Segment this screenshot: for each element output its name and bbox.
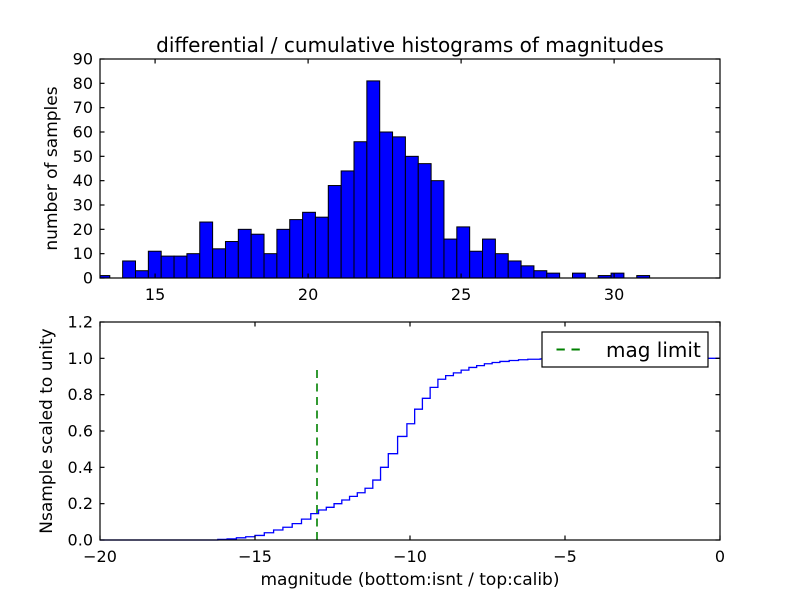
histogram-bar	[134, 270, 149, 279]
figure-title: differential / cumulative histograms of …	[156, 33, 664, 57]
bottom-y-axis-label: Nsample scaled to unity	[37, 328, 57, 533]
histogram-bar	[443, 238, 458, 279]
y-tick-label: 20	[73, 220, 93, 239]
x-tick-label: 30	[604, 285, 624, 304]
histogram-bar	[302, 211, 316, 279]
axes-frame	[99, 58, 721, 279]
bottom-axes-ticks	[99, 321, 721, 541]
histogram-bar	[469, 250, 484, 279]
histogram-bar	[289, 219, 304, 279]
y-tick-label: 70	[73, 98, 93, 117]
histogram-bar	[507, 260, 522, 279]
top-axes-frame	[99, 58, 721, 279]
y-tick-label: 50	[73, 147, 93, 166]
top-subplot: 15 20 25 30 0 10 20 30 40 50 60 70 80 90 number of sa…	[42, 50, 721, 305]
y-tick-label: 90	[73, 50, 93, 69]
histogram-bar	[533, 270, 548, 279]
y-tick-label: 1.0	[68, 349, 93, 368]
legend-label: mag limit	[606, 338, 701, 362]
histogram-bar	[160, 255, 175, 279]
histogram-bar	[392, 136, 406, 279]
x-tick-label: 0	[715, 547, 725, 566]
y-tick-label: 30	[73, 196, 93, 215]
histogram-bar	[482, 238, 496, 279]
histogram-bar	[327, 185, 342, 279]
histogram-bar	[379, 131, 394, 279]
histogram-bar	[250, 233, 265, 279]
y-tick-label: 10	[73, 244, 93, 263]
histogram-bar	[237, 228, 252, 279]
histogram-bar	[263, 253, 278, 279]
x-tick-label: 15	[145, 285, 165, 304]
top-histogram-bars	[99, 80, 651, 279]
histogram-bar	[224, 241, 239, 279]
histogram-bar	[546, 272, 561, 279]
y-tick-label: 0.8	[68, 385, 93, 404]
histogram-bar	[212, 248, 226, 279]
histogram-bar	[520, 265, 535, 279]
y-tick-label: 0.2	[68, 494, 93, 513]
y-tick-label: 40	[73, 171, 93, 190]
top-axes-tick-labels: 15 20 25 30 0 10 20 30 40 50 60 70 80 90	[73, 50, 625, 305]
histogram-bar	[276, 228, 291, 279]
histogram-bar	[610, 272, 625, 279]
legend-box	[541, 331, 709, 368]
x-tick-label: −20	[83, 547, 117, 566]
cumulative-step-curve	[100, 357, 720, 541]
top-axes-ticks	[100, 58, 720, 279]
histogram-bar	[494, 253, 509, 279]
x-tick-label: −15	[238, 547, 272, 566]
y-tick-label: 80	[73, 74, 93, 93]
bottom-subplot: −20 −15 −10 −5 0 0.0 0.2 0.4 0.6 0.8 1.0 1.2 Nsampl…	[37, 313, 725, 591]
histogram-bar	[430, 180, 445, 279]
histogram-bar	[353, 141, 368, 279]
y-tick-label: 0.6	[68, 422, 93, 441]
x-axis-label: magnitude (bottom:isnt / top:calib)	[261, 570, 560, 590]
y-tick-label: 1.2	[68, 313, 93, 332]
y-tick-label: 60	[73, 123, 93, 142]
histogram-bar	[417, 163, 432, 279]
histogram-bar	[456, 226, 471, 279]
histogram-bar	[199, 221, 214, 279]
histogram-bar	[340, 170, 355, 279]
histogram-bar	[404, 155, 419, 279]
histogram-bar	[173, 255, 188, 279]
top-y-axis-label: number of samples	[42, 86, 62, 250]
y-tick-label: 0.0	[68, 531, 93, 550]
x-tick-label: −5	[553, 547, 577, 566]
histogram-bar	[122, 260, 136, 279]
legend: mag limit	[541, 331, 709, 368]
histogram-bar	[366, 80, 381, 279]
histogram-bar	[571, 272, 586, 279]
x-tick-label: 25	[451, 285, 471, 304]
y-tick-label: 0	[83, 269, 93, 288]
y-tick-label: 0.4	[68, 458, 93, 477]
step-curve-path	[100, 357, 720, 541]
x-tick-label: −10	[393, 547, 427, 566]
histogram-bar	[314, 216, 329, 279]
x-tick-label: 20	[298, 285, 318, 304]
bottom-axes-tick-labels: −20 −15 −10 −5 0 0.0 0.2 0.4 0.6 0.8 1.0 1.2	[68, 313, 726, 567]
histogram-bar	[186, 253, 201, 279]
